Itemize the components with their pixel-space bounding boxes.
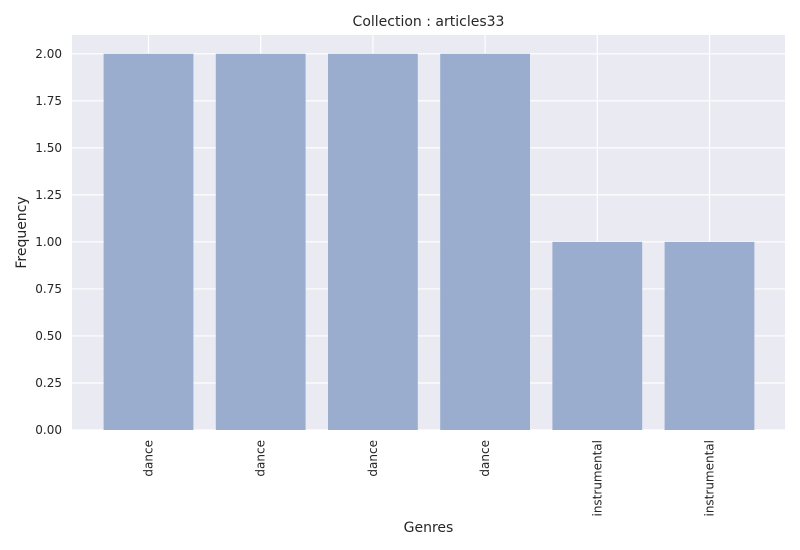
y-tick-label: 2.00: [35, 47, 62, 61]
y-tick-label: 1.00: [35, 235, 62, 249]
x-tick-label: dance: [142, 440, 156, 477]
bars: [103, 53, 755, 431]
y-tick-label: 0.50: [35, 329, 62, 343]
x-axis-title: Genres: [404, 520, 454, 536]
x-axis-ticks: dance dance dance dance instrumental instrume…: [142, 440, 717, 517]
y-tick-label: 0.75: [35, 282, 62, 296]
bar: [215, 53, 306, 431]
x-tick-label: dance: [254, 440, 268, 477]
chart-title: Collection : articles33: [353, 14, 505, 30]
bar: [328, 53, 418, 431]
y-axis-ticks: 0.00 0.25 0.50 0.75 1.00 1.25 1.50 1.75 2.00: [35, 47, 62, 437]
x-tick-label: dance: [478, 440, 492, 477]
y-tick-label: 0.25: [35, 376, 62, 390]
y-tick-label: 1.25: [35, 188, 62, 202]
y-tick-label: 0.00: [35, 423, 62, 437]
x-tick-label: dance: [366, 440, 380, 477]
bar: [440, 53, 530, 431]
bar: [664, 241, 755, 430]
bar: [103, 53, 194, 431]
y-tick-label: 1.75: [35, 94, 62, 108]
y-axis-title: Frequency: [14, 196, 30, 268]
bar: [552, 241, 643, 430]
x-tick-label: instrumental: [590, 440, 604, 517]
y-tick-label: 1.50: [35, 141, 62, 155]
x-tick-label: instrumental: [703, 440, 717, 517]
